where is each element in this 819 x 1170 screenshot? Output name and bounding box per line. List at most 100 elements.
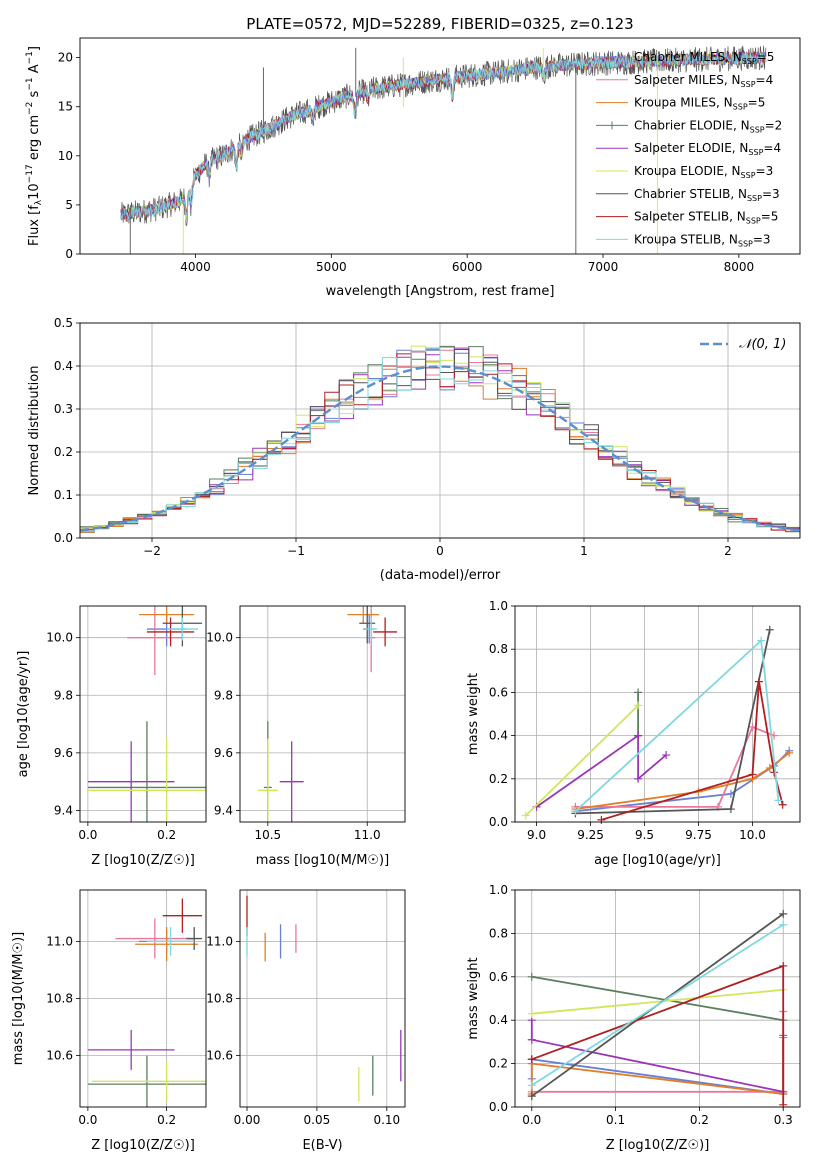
massweight-vs-Z-xtick-label: 0.1 xyxy=(606,1113,625,1127)
weight-line-kroupa_stelib xyxy=(574,638,780,812)
weight-marker-chabrier_stelib xyxy=(726,805,735,814)
residual-histogram-ytick-label: 0.0 xyxy=(54,531,73,545)
spectrum-ytick-label: 0 xyxy=(65,247,73,261)
weight-marker-kroupa_elodie xyxy=(521,811,530,820)
errorbar-chabrier_stelib xyxy=(186,927,203,950)
weight-line-kroupa_elodie xyxy=(531,988,784,1015)
massweight-vs-Z-ytick-label: 0.4 xyxy=(489,1013,508,1027)
age-vs-Z-ytick-label: 9.4 xyxy=(54,803,73,817)
massweight-vs-age-ytick-label: 0.2 xyxy=(489,772,508,786)
mass-vs-ebv-ytick-label: 10.8 xyxy=(206,992,233,1006)
weight-marker-salpeter_elodie xyxy=(634,774,643,783)
mass-vs-ebv-panel: 0.00 0.05 0.10 10.6 10.8 11.0 E(B-V) xyxy=(206,889,406,1153)
y-axis-label: age [log10(age/yr)] xyxy=(16,651,31,778)
legend-label-salpeter_miles: Salpeter MILES, NSSP=4 xyxy=(634,73,773,89)
massweight-vs-age-panel: 9.0 9.25 9.5 9.75 10.0 0.0 0.2 0.4 0.6 0.8 1.0 age … xyxy=(466,599,801,868)
axes-frame xyxy=(79,37,801,255)
weight-marker-chabrier_elodie xyxy=(634,688,643,697)
age-vs-Z-ytick-label: 9.8 xyxy=(54,688,73,702)
errorbar-kroupa_elodie xyxy=(257,738,278,822)
weight-marker-kroupa_stelib xyxy=(779,920,788,929)
errorbar-kroupa_stelib xyxy=(365,617,378,641)
x-axis-label: Z [log10(Z/Z☉)] xyxy=(91,1138,195,1153)
axes-frame xyxy=(79,322,801,539)
mass-vs-ebv-xtick-label: 0.10 xyxy=(373,1113,400,1127)
errorbar-salpeter_stelib xyxy=(146,617,195,647)
weight-line-salpeter_miles xyxy=(531,1011,785,1093)
errorbar-kroupa_miles xyxy=(347,606,380,624)
errorbar-kroupa_miles xyxy=(139,606,195,624)
legend-label-chabrier_stelib: Chabrier STELIB, NSSP=3 xyxy=(634,187,780,203)
weight-marker-chabrier_elodie xyxy=(527,972,536,981)
age-vs-Z-xtick-label: 0.2 xyxy=(157,828,176,842)
x-axis-label: mass [log10(M/M☉)] xyxy=(256,853,389,868)
age-vs-mass-panel: 10.5 11.0 9.4 9.6 9.8 10.0 mass [log10(M/M☉)] xyxy=(206,605,406,868)
y-axis-label: mass [log10(M/M☉)] xyxy=(11,932,26,1065)
weight-marker-chabrier_stelib xyxy=(527,1092,536,1101)
axes-frame xyxy=(79,889,207,1108)
residual-histogram-xtick-label: −1 xyxy=(287,544,305,558)
gaussian-curve xyxy=(79,365,801,532)
residual-histogram-xtick-label: 0 xyxy=(436,544,444,558)
spectrum-xtick-label: 5000 xyxy=(316,260,347,274)
x-axis-label: (data-model)/error xyxy=(380,568,501,583)
axes-frame xyxy=(514,889,801,1108)
spectrum-ytick-label: 5 xyxy=(65,198,73,212)
y-axis-label: mass weight xyxy=(466,957,481,1039)
massweight-vs-age-ytick-label: 1.0 xyxy=(489,599,508,613)
x-axis-label: wavelength [Angstrom, rest frame] xyxy=(326,284,555,299)
age-vs-Z-xtick-label: 0.0 xyxy=(78,828,97,842)
errorbar-kroupa_stelib xyxy=(166,617,199,641)
massweight-vs-age-xtick-label: 9.5 xyxy=(635,828,654,842)
spectrum-line-chabrier_miles xyxy=(120,51,767,219)
residual-histogram-xtick-label: −2 xyxy=(143,544,161,558)
mass-vs-Z-xtick-label: 0.0 xyxy=(78,1113,97,1127)
residual-histogram-xtick-label: 1 xyxy=(580,544,588,558)
errorbar-salpeter_elodie xyxy=(87,1029,175,1070)
massweight-vs-age-xtick-label: 9.25 xyxy=(577,828,604,842)
errorbar-kroupa_stelib xyxy=(146,927,195,956)
weight-marker-chabrier_stelib xyxy=(765,625,774,634)
residual-histogram-ytick-label: 0.3 xyxy=(54,402,73,416)
age-vs-Z-panel: 0.0 0.2 9.4 9.6 9.8 10.0 Z [log10(Z/Z☉)] age [l… xyxy=(16,605,207,868)
spectrum-line-kroupa_stelib xyxy=(120,51,767,221)
errorbar-salpeter_miles xyxy=(115,918,195,959)
age-vs-Z-ytick-label: 10.0 xyxy=(46,631,73,645)
massweight-vs-Z-xtick-label: 0.0 xyxy=(522,1113,541,1127)
weight-marker-salpeter_stelib xyxy=(779,961,788,970)
massweight-vs-Z-ytick-label: 0.8 xyxy=(489,926,508,940)
spectrum-ytick-label: 20 xyxy=(58,51,73,65)
weight-marker-chabrier_stelib xyxy=(779,909,788,918)
errorbar-salpeter_elodie xyxy=(87,741,175,822)
legend-label-gaussian: 𝒩(0, 1) xyxy=(739,337,786,352)
massweight-vs-Z-xtick-label: 0.3 xyxy=(774,1113,793,1127)
weight-marker-salpeter_stelib xyxy=(779,1100,788,1109)
weight-line-chabrier_elodie xyxy=(531,975,784,1022)
weight-line-chabrier_miles xyxy=(530,1035,785,1096)
errorbar-chabrier_elodie xyxy=(87,1055,206,1107)
axes-frame xyxy=(239,605,406,823)
spectrum-xtick-label: 7000 xyxy=(588,260,619,274)
weight-marker-kroupa_miles xyxy=(765,764,774,772)
errorbar-salpeter_miles xyxy=(127,606,183,676)
mass-vs-Z-xtick-label: 0.2 xyxy=(157,1113,176,1127)
x-axis-label: Z [log10(Z/Z☉)] xyxy=(606,1138,710,1153)
massweight-vs-age-ytick-label: 0.6 xyxy=(489,685,508,699)
age-vs-mass-xtick-label: 11.0 xyxy=(354,828,381,842)
hist-step-kroupa_stelib xyxy=(80,347,800,532)
massweight-vs-Z-ytick-label: 1.0 xyxy=(489,883,508,897)
weight-line-salpeter_elodie xyxy=(530,1020,784,1093)
errorbar-chabrier_stelib xyxy=(359,606,376,644)
y-axis-label: Flux [fλ10−17 erg cm−2 s−1 A−1] xyxy=(25,46,44,246)
weight-marker-salpeter_stelib xyxy=(527,1055,536,1064)
weight-line-kroupa_stelib xyxy=(531,923,784,1087)
weight-marker-kroupa_stelib xyxy=(757,636,766,645)
weight-marker-kroupa_elodie xyxy=(527,1009,536,1018)
massweight-vs-age-ytick-label: 0.0 xyxy=(489,815,508,829)
age-vs-mass-ytick-label: 9.4 xyxy=(214,803,233,817)
age-vs-mass-ytick-label: 9.6 xyxy=(214,746,233,760)
residual-histogram-xtick-label: 2 xyxy=(724,544,732,558)
spectrum-ytick-label: 15 xyxy=(58,100,73,114)
